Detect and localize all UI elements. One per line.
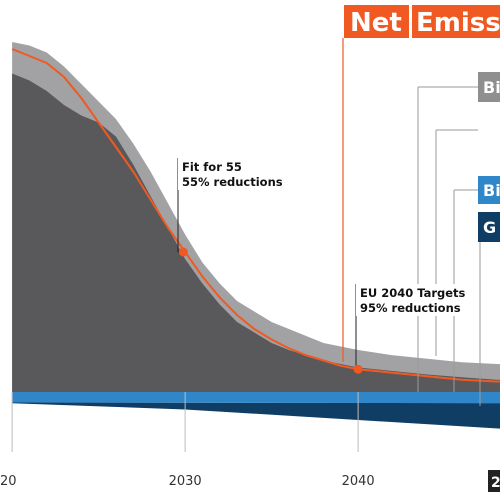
title-banner: Net Emiss — [344, 5, 500, 38]
annotation-box-2 — [356, 284, 474, 316]
year-badge: 2 — [488, 470, 500, 492]
legend-label-3: G — [483, 218, 496, 237]
area-sink-navy — [12, 402, 500, 429]
annotation-sub-1: 55% reductions — [182, 175, 283, 189]
net-emissions-line — [11, 48, 500, 383]
x-tick-2030: 2030 — [169, 474, 202, 489]
annotation-dot-2 — [353, 364, 363, 374]
x-tick-2020: 20 — [0, 474, 17, 489]
title-word-emiss: Emiss — [416, 8, 500, 38]
legend-box-2 — [478, 176, 500, 204]
year-badge-text: 2 — [491, 475, 500, 491]
x-tick-2040: 2040 — [342, 474, 375, 489]
legend: Bi Bi G — [342, 38, 500, 406]
legend-label-2: Bi — [483, 181, 500, 200]
area-gross-dark — [12, 73, 500, 392]
areas-layer — [12, 42, 500, 429]
annotation-dot-1 — [178, 247, 188, 257]
title-box-net — [344, 5, 409, 38]
legend-box-3 — [478, 212, 500, 242]
gridlines-layer — [11, 392, 359, 452]
x-tick-labels: 20 2030 2040 — [0, 474, 375, 489]
annotation-box-1 — [178, 158, 296, 190]
annotation-title-2: EU 2040 Targets — [360, 286, 466, 300]
legend-label-1: Bi — [483, 78, 500, 97]
title-box-emiss — [412, 5, 500, 38]
annotation-sub-2: 95% reductions — [360, 301, 461, 315]
year-badge-box — [488, 470, 500, 492]
legend-box-1 — [478, 72, 500, 102]
title-word-net: Net — [350, 8, 402, 38]
annotation-title-1: Fit for 55 — [182, 160, 242, 174]
lines-layer — [11, 48, 500, 383]
area-sink-blue — [12, 392, 500, 404]
